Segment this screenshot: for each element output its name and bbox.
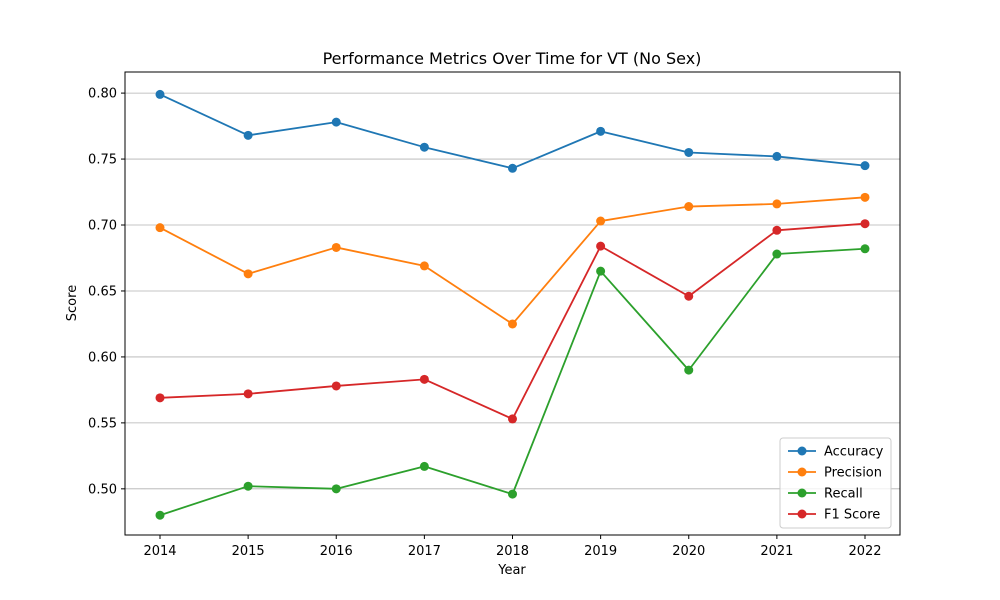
data-point: [331, 117, 341, 127]
data-point: [684, 291, 694, 301]
data-point: [860, 161, 870, 171]
data-point: [419, 261, 429, 271]
data-point: [596, 216, 606, 226]
legend-swatch-marker: [797, 488, 807, 498]
data-point: [860, 192, 870, 202]
data-point: [860, 219, 870, 229]
legend-label: Accuracy: [824, 445, 884, 460]
data-point: [155, 393, 165, 403]
data-point: [331, 381, 341, 391]
legend-item: Precision: [788, 466, 882, 481]
data-point: [596, 266, 606, 276]
data-point: [772, 151, 782, 161]
data-point: [243, 130, 253, 140]
series-layer: [155, 89, 870, 520]
ticks-layer: 0.50 0.55 0.60 0.65 0.70 0.75 0.80 2014 2015 2016…: [88, 87, 882, 559]
legend: Accuracy Precision Recall F1 Score: [779, 437, 892, 529]
data-point: [772, 199, 782, 209]
legend-label: F1 Score: [824, 508, 880, 523]
series-recall: [155, 244, 870, 520]
data-point: [243, 269, 253, 279]
data-point: [684, 147, 694, 157]
data-point: [243, 481, 253, 491]
legend-swatch-marker: [797, 446, 807, 456]
x-tick-label: 2014: [143, 544, 176, 559]
y-tick-label: 0.65: [88, 284, 117, 299]
series-f1-score: [155, 219, 870, 424]
data-point: [155, 510, 165, 520]
legend-item: Accuracy: [788, 445, 884, 460]
data-point: [860, 244, 870, 254]
x-tick-label: 2018: [496, 544, 529, 559]
x-tick-label: 2016: [320, 544, 353, 559]
data-point: [508, 163, 517, 173]
y-axis-label: Score: [65, 285, 80, 321]
data-point: [508, 489, 517, 499]
data-point: [155, 89, 165, 99]
x-tick-label: 2020: [672, 544, 705, 559]
y-tick-label: 0.80: [88, 87, 117, 102]
y-tick-label: 0.70: [88, 219, 117, 234]
series-accuracy: [155, 89, 870, 173]
x-tick-label: 2022: [848, 544, 881, 559]
data-point: [772, 249, 782, 259]
data-point: [155, 223, 165, 233]
series-line: [159, 196, 866, 325]
x-tick-label: 2015: [232, 544, 265, 559]
data-point: [419, 142, 429, 152]
grid-layer: [125, 92, 900, 490]
y-tick-label: 0.60: [88, 350, 117, 365]
data-point: [684, 202, 694, 212]
data-point: [684, 365, 694, 375]
series-line: [159, 247, 866, 517]
data-point: [508, 414, 517, 424]
data-point: [596, 126, 606, 136]
legend-label: Precision: [824, 466, 882, 481]
legend-item: F1 Score: [788, 508, 880, 523]
data-point: [331, 242, 341, 252]
y-tick-label: 0.75: [88, 153, 117, 168]
series-precision: [155, 192, 870, 329]
x-axis-label: Year: [497, 563, 526, 578]
data-point: [419, 374, 429, 384]
x-tick-label: 2021: [760, 544, 793, 559]
data-point: [419, 461, 429, 471]
legend-label: Recall: [824, 487, 863, 502]
legend-swatch-marker: [797, 509, 807, 519]
data-point: [772, 225, 782, 235]
data-point: [243, 389, 253, 399]
x-tick-label: 2019: [584, 544, 617, 559]
legend-box: [779, 437, 892, 529]
data-point: [331, 484, 341, 494]
data-point: [508, 319, 517, 329]
y-tick-label: 0.50: [88, 482, 117, 497]
legend-item: Recall: [788, 487, 863, 502]
legend-swatch-marker: [797, 467, 807, 477]
chart-title: Performance Metrics Over Time for VT (No…: [323, 49, 702, 68]
series-line: [159, 93, 866, 170]
y-tick-label: 0.55: [88, 416, 117, 431]
x-tick-label: 2017: [408, 544, 441, 559]
data-point: [596, 241, 606, 251]
